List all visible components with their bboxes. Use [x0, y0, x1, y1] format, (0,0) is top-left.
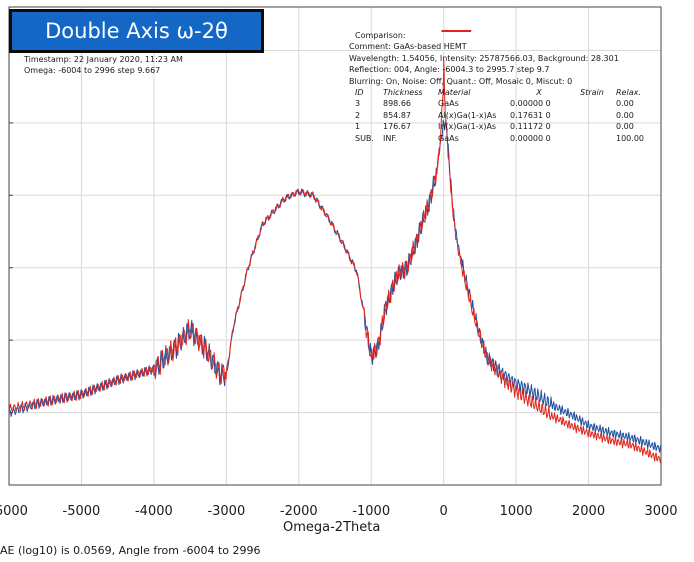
- cell-x-value: 0.17631: [510, 110, 544, 120]
- cell-material: GaAs: [438, 133, 459, 143]
- cell-x: 0.00000 0: [510, 98, 568, 109]
- layer-table-header: ID Thickness Material X Strain Relax.: [349, 87, 646, 98]
- cell-spacer: [568, 98, 616, 109]
- cell-thickness: INF.: [383, 133, 398, 143]
- x-axis-title: Omega-2Theta: [283, 520, 381, 535]
- cell-relax: 0.00: [616, 110, 634, 120]
- comment-text: Comment: GaAs-based HEMT: [349, 42, 467, 52]
- cell-id: 3: [355, 99, 361, 109]
- table-row: 3 898.66 GaAs 0.00000 0 0.00: [349, 98, 646, 109]
- cell-material: Al(x)Ga(1-x)As: [438, 110, 497, 120]
- footer-text: AE (log10) is 0.0569, Angle from -6004 t…: [0, 544, 261, 557]
- measured-curve: [8, 119, 662, 453]
- cell-strain: 0: [545, 122, 551, 132]
- cell-strain: 0: [545, 133, 551, 143]
- cell-x: 0.17631 0: [510, 110, 568, 121]
- x-axis: -6000 -5000 -4000 -3000 -2000 -1000 0 1000 2000 3…: [0, 504, 678, 519]
- chart-title: Double Axis ω-2θ: [9, 9, 264, 53]
- blurring-text: Blurring: On, Noise: Off, Quant.: Off, M…: [349, 76, 573, 86]
- cell-id: SUB.: [355, 133, 374, 143]
- cell-x-value: 0.11172: [510, 122, 544, 132]
- cell-thickness: 854.87: [383, 110, 411, 120]
- cell-strain: 0: [545, 110, 551, 120]
- series-group: [8, 30, 662, 463]
- x-tick-label: 0: [440, 504, 448, 519]
- x-tick-label: 1000: [500, 504, 533, 519]
- x-tick-label: -3000: [207, 504, 245, 519]
- reflection-text: Reflection: 004, Angle: -6004.3 to 2995.…: [349, 65, 550, 75]
- cell-strain: 0: [545, 99, 551, 109]
- cell-relax: 100.00: [616, 133, 644, 143]
- cell-material: In(x)Ga(1-x)As: [438, 122, 497, 132]
- x-tick-label: 2000: [572, 504, 605, 519]
- plot-frame: [8, 6, 662, 486]
- omega-range-text: Omega: -6004 to 2996 step 9.667: [24, 66, 161, 75]
- wavelength-text: Wavelength: 1.54056, Intensity: 25787566…: [349, 53, 619, 63]
- cell-x-value: 0.00000: [510, 99, 544, 109]
- cell-x-value: 0.00000: [510, 133, 544, 143]
- cell-relax: 0.00: [616, 99, 634, 109]
- comparison-panel: Comparison: Comment: GaAs-based HEMT Wav…: [349, 30, 646, 144]
- cell-thickness: 176.67: [383, 122, 411, 132]
- table-row: 1 176.67 In(x)Ga(1-x)As 0.11172 0 0.00: [349, 121, 646, 132]
- cell-spacer: [568, 133, 616, 144]
- simulated-curve: [8, 60, 662, 463]
- x-tick-label: -4000: [135, 504, 173, 519]
- cell-material: GaAs: [438, 99, 459, 109]
- layer-table: ID Thickness Material X Strain Relax. 3 …: [349, 87, 646, 144]
- cell-relax: 0.00: [616, 122, 634, 132]
- col-relax: Relax.: [616, 88, 641, 98]
- x-tick-label: -2000: [280, 504, 318, 519]
- x-tick-label: -5000: [63, 504, 101, 519]
- cell-x: 0.00000 0: [510, 133, 568, 144]
- table-row: 2 854.87 Al(x)Ga(1-x)As 0.17631 0 0.00: [349, 110, 646, 121]
- col-thickness: Thickness: [383, 88, 423, 98]
- scan-info: Timestamp: 22 January 2020, 11:23 AM Ome…: [24, 54, 183, 76]
- col-material: Material: [438, 88, 471, 98]
- x-tick-label: -6000: [0, 504, 28, 519]
- x-tick-label: 3000: [644, 504, 677, 519]
- cell-id: 1: [355, 122, 361, 132]
- col-id: ID: [355, 88, 364, 98]
- x-tick-label: -1000: [352, 504, 390, 519]
- cell-spacer: [568, 110, 616, 121]
- cell-spacer: [568, 121, 616, 132]
- table-row: SUB. INF. GaAs 0.00000 0 100.00: [349, 133, 646, 144]
- timestamp-text: Timestamp: 22 January 2020, 11:23 AM: [24, 55, 183, 64]
- cell-id: 2: [355, 110, 361, 120]
- comparison-heading: Comparison:: [355, 31, 406, 40]
- col-strain: Strain: [580, 88, 604, 98]
- cell-x: 0.11172 0: [510, 121, 568, 132]
- cell-thickness: 898.66: [383, 99, 411, 109]
- col-x: X: [536, 88, 542, 98]
